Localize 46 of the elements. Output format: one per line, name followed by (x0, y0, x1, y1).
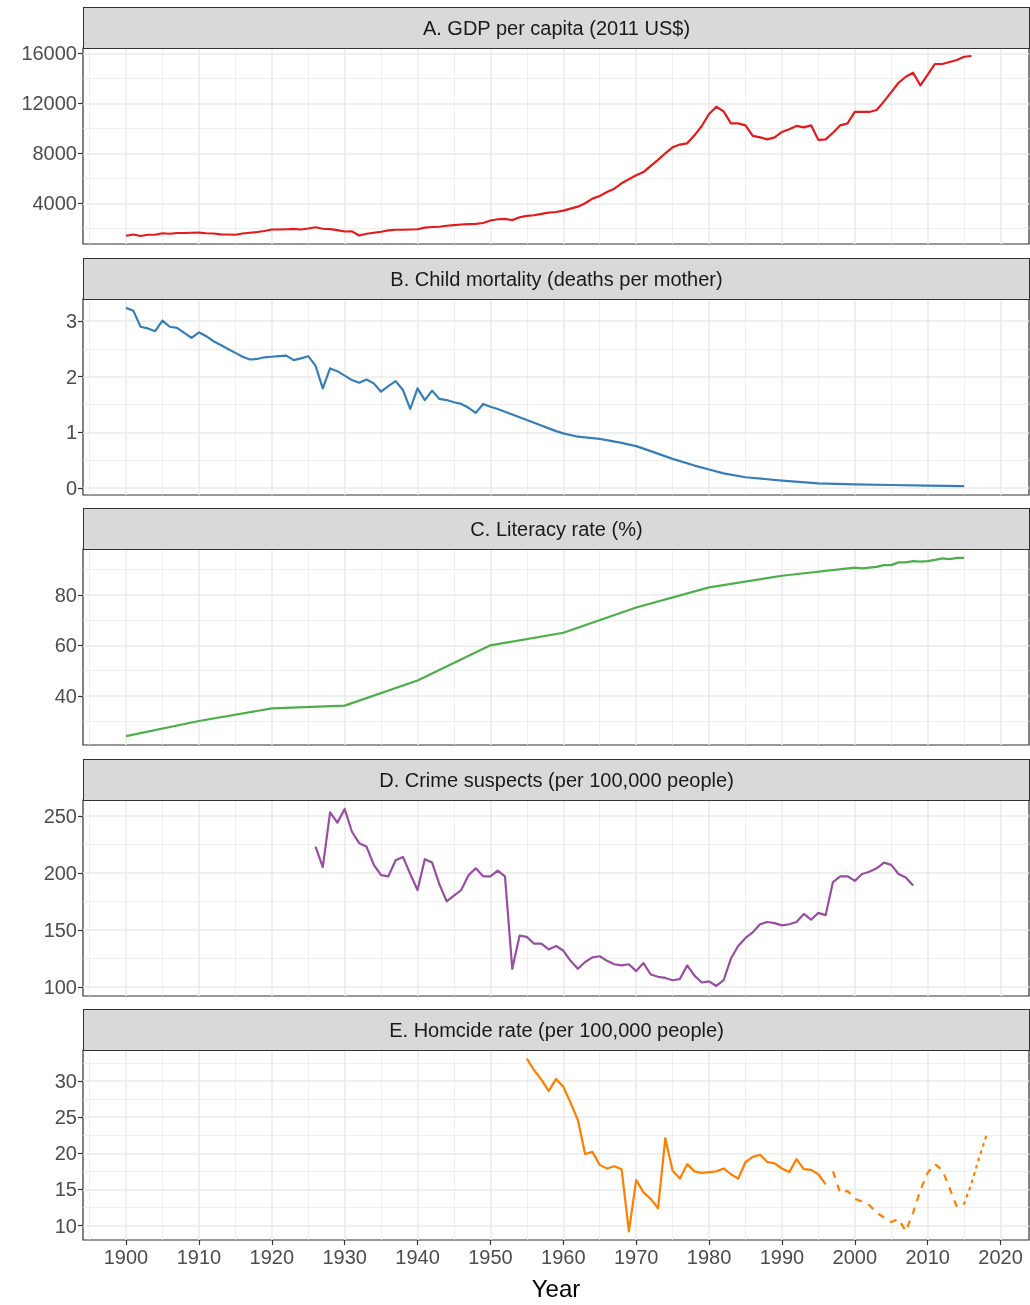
x-tick-label: 1950 (468, 1246, 513, 1268)
line-series (314, 807, 915, 988)
chart-title: E. Homcide rate (per 100,000 people) (83, 1009, 1030, 1051)
y-tick-label: 1 (65, 421, 77, 444)
y-tick-label: 0 (65, 476, 77, 499)
y-tick-label: 30 (54, 1070, 77, 1093)
y-tick-label: 2 (65, 365, 77, 388)
line-series (831, 1163, 958, 1233)
y-tick-label: 16000 (21, 42, 77, 65)
x-tick-label: 2020 (978, 1246, 1023, 1268)
chart-title: D. Crime suspects (per 100,000 people) (83, 759, 1030, 801)
y-tick-label: 250 (43, 804, 77, 827)
y-tick-label: 10 (54, 1214, 77, 1237)
x-tick-label: 1990 (759, 1246, 805, 1268)
x-tick-label: 1970 (613, 1246, 659, 1268)
y-tick-label: 200 (43, 861, 77, 884)
chart-title: C. Literacy rate (%) (83, 508, 1030, 550)
y-tick-label: 80 (54, 583, 77, 606)
line-series (963, 1135, 988, 1205)
x-axis-title: Year (531, 1274, 581, 1302)
y-tick-label: 20 (54, 1142, 77, 1165)
line-series (124, 54, 973, 238)
y-tick-label: 25 (54, 1106, 77, 1129)
x-tick-label: 1980 (686, 1246, 732, 1268)
x-tick-label: 2010 (905, 1246, 950, 1268)
y-tick-label: 15 (54, 1178, 77, 1201)
y-tick-label: 40 (54, 684, 77, 707)
line-series (124, 306, 966, 488)
x-tick-label: 1930 (322, 1246, 367, 1268)
x-tick-label: 2000 (832, 1246, 878, 1268)
y-tick-label: 12000 (21, 92, 77, 115)
y-tick-label: 150 (43, 918, 77, 941)
y-tick-label: 60 (54, 634, 77, 657)
x-tick-label: 1940 (395, 1246, 440, 1268)
x-tick-label: 1960 (541, 1246, 586, 1268)
y-tick-label: 4000 (32, 192, 77, 215)
x-tick-label: 1920 (249, 1246, 295, 1268)
chart-title: A. GDP per capita (2011 US$) (83, 7, 1030, 49)
y-tick-label: 100 (43, 976, 77, 999)
x-tick-label: 1900 (103, 1246, 149, 1268)
y-tick-label: 8000 (32, 142, 77, 165)
chart-title: B. Child mortality (deaths per mother) (83, 258, 1030, 300)
y-tick-label: 3 (65, 310, 77, 333)
x-tick-label: 1910 (176, 1246, 222, 1268)
line-series (124, 556, 966, 738)
line-series (525, 1057, 827, 1233)
